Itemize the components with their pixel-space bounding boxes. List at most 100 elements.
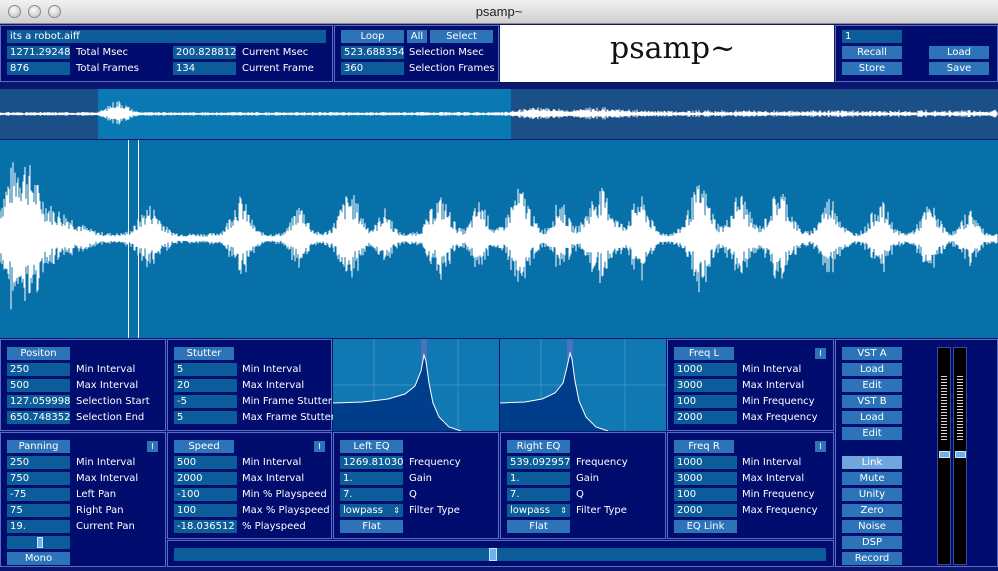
noise-button[interactable]: Noise <box>842 520 902 533</box>
panning-right-pan-value[interactable]: 75 <box>7 504 70 517</box>
right-eq-frequency-value[interactable]: 539.092957 <box>507 456 570 469</box>
speed-min-interval-value[interactable]: 500 <box>174 456 237 469</box>
mono-button[interactable]: Mono <box>7 552 70 565</box>
load-preset-button[interactable]: Load <box>929 46 989 59</box>
dsp-button[interactable]: DSP <box>842 536 902 549</box>
preset-number-field[interactable]: 1 <box>842 30 902 43</box>
minimize-window-button[interactable] <box>28 5 41 18</box>
right-eq-filter-type-select[interactable]: lowpass ⇕ <box>507 504 570 517</box>
left-eq-title-button[interactable]: Left EQ <box>340 440 403 453</box>
freq-r-min-interval-value[interactable]: 1000 <box>674 456 737 469</box>
vst-a-edit-button[interactable]: Edit <box>842 379 902 392</box>
pan-slider-thumb[interactable] <box>37 537 43 548</box>
freq-l-max-frequency-value[interactable]: 2000 <box>674 411 737 424</box>
left-eq-filter-type-select[interactable]: lowpass ⇕ <box>340 504 403 517</box>
pan-slider[interactable] <box>7 536 70 549</box>
position-min-interval-value[interactable]: 250 <box>7 363 70 376</box>
freq-r-min-frequency-value[interactable]: 100 <box>674 488 737 501</box>
freq-r-toggle[interactable]: I <box>815 441 826 452</box>
right-gain-fader-thumb[interactable] <box>955 451 966 458</box>
waveform-overview[interactable] <box>0 89 998 139</box>
record-button[interactable]: Record <box>842 552 902 565</box>
unity-button[interactable]: Unity <box>842 488 902 501</box>
current-msec-value[interactable]: 200.828812 <box>173 46 236 59</box>
right-eq-flat-button[interactable]: Flat <box>507 520 570 533</box>
zoom-window-button[interactable] <box>48 5 61 18</box>
right-eq-q-value[interactable]: 7. <box>507 488 570 501</box>
right-level-meter[interactable] <box>953 347 967 565</box>
freq-r-max-interval-value[interactable]: 3000 <box>674 472 737 485</box>
meter-segment <box>941 394 947 395</box>
link-button[interactable]: Link <box>842 456 902 469</box>
vst-b-edit-button[interactable]: Edit <box>842 427 902 440</box>
loop-button[interactable]: Loop <box>341 30 404 43</box>
scrub-slider-thumb[interactable] <box>489 548 497 561</box>
right-eq-graph[interactable] <box>500 339 666 431</box>
speed-title-button[interactable]: Speed <box>174 440 234 453</box>
left-level-meter[interactable] <box>937 347 951 565</box>
freq-l-min-interval-value[interactable]: 1000 <box>674 363 737 376</box>
stutter-min-interval-value[interactable]: 5 <box>174 363 237 376</box>
panning-max-interval-value[interactable]: 750 <box>7 472 70 485</box>
eq-link-button[interactable]: EQ Link <box>674 520 737 533</box>
store-button[interactable]: Store <box>842 62 902 75</box>
freq-l-max-frequency-label: Max Frequency <box>742 412 818 423</box>
save-preset-button[interactable]: Save <box>929 62 989 75</box>
panning-min-interval-label: Min Interval <box>76 457 136 468</box>
speed-toggle[interactable]: I <box>314 441 325 452</box>
left-eq-flat-button[interactable]: Flat <box>340 520 403 533</box>
right-eq-gain-value[interactable]: 1. <box>507 472 570 485</box>
stutter-title-button[interactable]: Stutter <box>174 347 234 360</box>
speed-playspeed-value[interactable]: -18.036512 <box>174 520 237 533</box>
left-eq-frequency-value[interactable]: 1269.81030 <box>340 456 403 469</box>
freq-l-title-button[interactable]: Freq L <box>674 347 734 360</box>
position-max-interval-value[interactable]: 500 <box>7 379 70 392</box>
stutter-max-interval-value[interactable]: 20 <box>174 379 237 392</box>
selection-start-marker[interactable] <box>138 140 139 338</box>
freq-l-toggle[interactable]: I <box>815 348 826 359</box>
left-eq-graph[interactable] <box>333 339 499 431</box>
left-eq-gain-value[interactable]: 1. <box>340 472 403 485</box>
zero-button[interactable]: Zero <box>842 504 902 517</box>
meter-segment <box>957 430 963 431</box>
vst-a-button[interactable]: VST A <box>842 347 902 360</box>
panning-toggle[interactable]: I <box>147 441 158 452</box>
select-all-button[interactable]: All <box>407 30 427 43</box>
panning-left-pan-value[interactable]: -75 <box>7 488 70 501</box>
mute-button[interactable]: Mute <box>842 472 902 485</box>
left-eq-q-value[interactable]: 7. <box>340 488 403 501</box>
position-selection-start-value[interactable]: 127.059998 <box>7 395 70 408</box>
selection-msec-value[interactable]: 523.688354 <box>341 46 404 59</box>
right-eq-title-button[interactable]: Right EQ <box>507 440 570 453</box>
freq-l-min-frequency-value[interactable]: 100 <box>674 395 737 408</box>
speed-max-playspeed-value[interactable]: 100 <box>174 504 237 517</box>
freq-l-max-interval-value[interactable]: 3000 <box>674 379 737 392</box>
current-frame-value[interactable]: 134 <box>173 62 236 75</box>
vst-b-button[interactable]: VST B <box>842 395 902 408</box>
playhead-marker[interactable] <box>128 140 129 338</box>
left-gain-fader-thumb[interactable] <box>939 451 950 458</box>
recall-button[interactable]: Recall <box>842 46 902 59</box>
panning-min-interval-value[interactable]: 250 <box>7 456 70 469</box>
freq-r-max-frequency-value[interactable]: 2000 <box>674 504 737 517</box>
panning-max-interval-label: Max Interval <box>76 473 139 484</box>
select-button[interactable]: Select <box>430 30 493 43</box>
position-title-button[interactable]: Positon <box>7 347 70 360</box>
stutter-max-frame-value[interactable]: 5 <box>174 411 237 424</box>
stutter-min-frame-value[interactable]: -5 <box>174 395 237 408</box>
position-selection-end-value[interactable]: 650.748352 <box>7 411 70 424</box>
vst-b-load-button[interactable]: Load <box>842 411 902 424</box>
speed-min-playspeed-value[interactable]: -100 <box>174 488 237 501</box>
panning-title-button[interactable]: Panning <box>7 440 70 453</box>
speed-max-interval-value[interactable]: 2000 <box>174 472 237 485</box>
vst-a-load-button[interactable]: Load <box>842 363 902 376</box>
selection-frames-value[interactable]: 360 <box>341 62 404 75</box>
total-frames-value[interactable]: 876 <box>7 62 70 75</box>
freq-r-title-button[interactable]: Freq R <box>674 440 734 453</box>
scrub-slider[interactable] <box>174 548 826 561</box>
close-window-button[interactable] <box>8 5 21 18</box>
waveform-editor[interactable] <box>0 140 998 338</box>
total-msec-value[interactable]: 1271.29248 <box>7 46 70 59</box>
filename-field[interactable]: its a robot.aiff <box>7 30 326 43</box>
panning-current-pan-value[interactable]: 19. <box>7 520 70 533</box>
